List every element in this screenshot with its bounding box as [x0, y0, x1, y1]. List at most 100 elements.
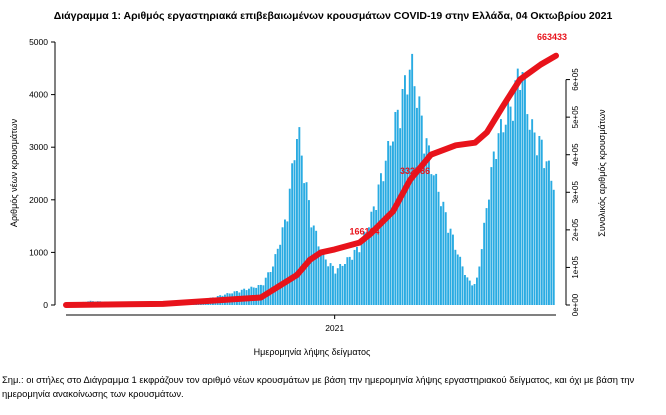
daily-cases-bar: [365, 232, 368, 305]
daily-cases-bars: [68, 53, 555, 306]
daily-cases-bar: [461, 266, 464, 305]
daily-cases-bar: [392, 141, 394, 305]
daily-cases-bar: [516, 68, 519, 305]
daily-cases-bar: [543, 168, 546, 305]
left-tick-label: 0: [43, 300, 48, 310]
daily-cases-bar: [509, 106, 512, 305]
daily-cases-bar: [291, 163, 294, 305]
daily-cases-bar: [418, 96, 421, 306]
annotation-663433: 663433: [537, 32, 567, 42]
footnote: Σημ.: οι στήλες στο Διάγραμμα 1 εκφράζου…: [2, 374, 635, 399]
right-tick-label: 6e+05: [571, 68, 580, 91]
daily-cases-bar: [500, 119, 502, 305]
daily-cases-bar: [526, 114, 529, 305]
daily-cases-bar: [382, 181, 385, 305]
right-tick-label: 2e+05: [571, 218, 580, 241]
daily-cases-bar: [545, 161, 548, 305]
daily-cases-bar: [368, 227, 370, 305]
daily-cases-bar: [351, 259, 354, 305]
daily-cases-bar: [274, 254, 277, 305]
daily-cases-bar: [485, 208, 488, 305]
x-axis-label: Ημερομηνία λήψης δείγματος: [254, 347, 371, 357]
daily-cases-bar: [375, 210, 378, 305]
x-tick-label: 2021: [325, 323, 344, 333]
daily-cases-bar: [459, 256, 462, 305]
daily-cases-bar: [336, 268, 339, 305]
daily-cases-bar: [320, 253, 322, 305]
daily-cases-bar: [533, 132, 536, 305]
daily-cases-bar: [327, 266, 330, 305]
daily-cases-bar: [432, 175, 435, 305]
daily-cases-bar: [454, 249, 457, 305]
daily-cases-bar: [442, 201, 445, 305]
left-tick-label: 5000: [29, 37, 48, 47]
daily-cases-bar: [471, 285, 474, 305]
daily-cases-bar: [346, 257, 349, 305]
daily-cases-bar: [305, 182, 308, 305]
y-axis-right-label: Συνολικός αριθμός κρουσμάτων: [597, 109, 607, 237]
daily-cases-bar: [437, 191, 440, 305]
daily-cases-bar: [519, 90, 522, 305]
daily-cases-bar: [353, 249, 356, 305]
right-tick-label: 4e+05: [571, 143, 580, 166]
daily-cases-bar: [531, 119, 534, 305]
daily-cases-bar: [399, 128, 402, 305]
daily-cases-bar: [416, 107, 418, 306]
daily-cases-bar: [324, 259, 327, 305]
daily-cases-bar: [317, 246, 320, 305]
left-tick-label: 2000: [29, 195, 48, 205]
daily-cases-bar: [452, 234, 454, 305]
daily-cases-bar: [512, 120, 514, 305]
chart-title: Διάγραμμα 1: Αριθμός εργαστηριακά επιβεβ…: [53, 10, 613, 22]
daily-cases-bar: [473, 284, 476, 305]
daily-cases-bar: [495, 159, 498, 305]
daily-cases-bar: [341, 265, 344, 305]
daily-cases-bar: [449, 228, 452, 305]
daily-cases-bar: [312, 225, 315, 305]
daily-cases-bar: [420, 115, 423, 305]
daily-cases-bar: [468, 280, 471, 305]
daily-cases-bar: [348, 256, 351, 305]
daily-cases-bar: [483, 222, 486, 305]
daily-cases-bar: [490, 167, 493, 305]
y-axis-left-label: Αριθμός νέων κρουσμάτων: [9, 118, 19, 227]
daily-cases-bar: [447, 232, 450, 305]
daily-cases-bar: [480, 249, 483, 305]
daily-cases-bar: [308, 200, 310, 305]
daily-cases-bar: [334, 273, 337, 305]
daily-cases-bar: [279, 244, 282, 305]
daily-cases-bar: [538, 136, 541, 305]
daily-cases-bar: [276, 248, 279, 305]
left-tick-label: 3000: [29, 142, 48, 152]
daily-cases-bar: [435, 173, 438, 305]
daily-cases-bar: [300, 155, 303, 305]
daily-cases-bar: [466, 277, 469, 305]
daily-cases-bar: [344, 264, 346, 305]
daily-cases-bar: [507, 100, 510, 305]
daily-cases-bar: [476, 277, 478, 305]
daily-cases-bar: [363, 231, 366, 305]
annotation-332786: 332786: [400, 166, 430, 176]
daily-cases-bar: [514, 80, 517, 305]
cumulative-cases-line: [63, 52, 559, 308]
daily-cases-bar: [408, 69, 411, 305]
daily-cases-bar: [536, 155, 538, 305]
right-axis: 0e+00 1e+05 2e+05 3e+05 4e+05 5e+05 6e+05: [565, 68, 580, 316]
daily-cases-bar: [423, 153, 426, 305]
daily-cases-bar: [550, 180, 553, 305]
daily-cases-bar: [322, 254, 325, 305]
daily-cases-bar: [293, 160, 296, 305]
daily-cases-bar: [488, 199, 490, 305]
daily-cases-bar: [288, 188, 291, 305]
daily-cases-bar: [430, 174, 433, 305]
daily-cases-bar: [281, 227, 284, 305]
left-axis: 0 1000 2000 3000 4000 5000: [29, 37, 56, 310]
daily-cases-bar: [315, 230, 318, 305]
daily-cases-bar: [456, 254, 459, 305]
right-tick-label: 0e+00: [571, 293, 580, 316]
daily-cases-bar: [339, 264, 342, 305]
daily-cases-bar: [329, 263, 332, 305]
daily-cases-bar: [296, 139, 298, 305]
daily-cases-bar: [406, 94, 409, 305]
